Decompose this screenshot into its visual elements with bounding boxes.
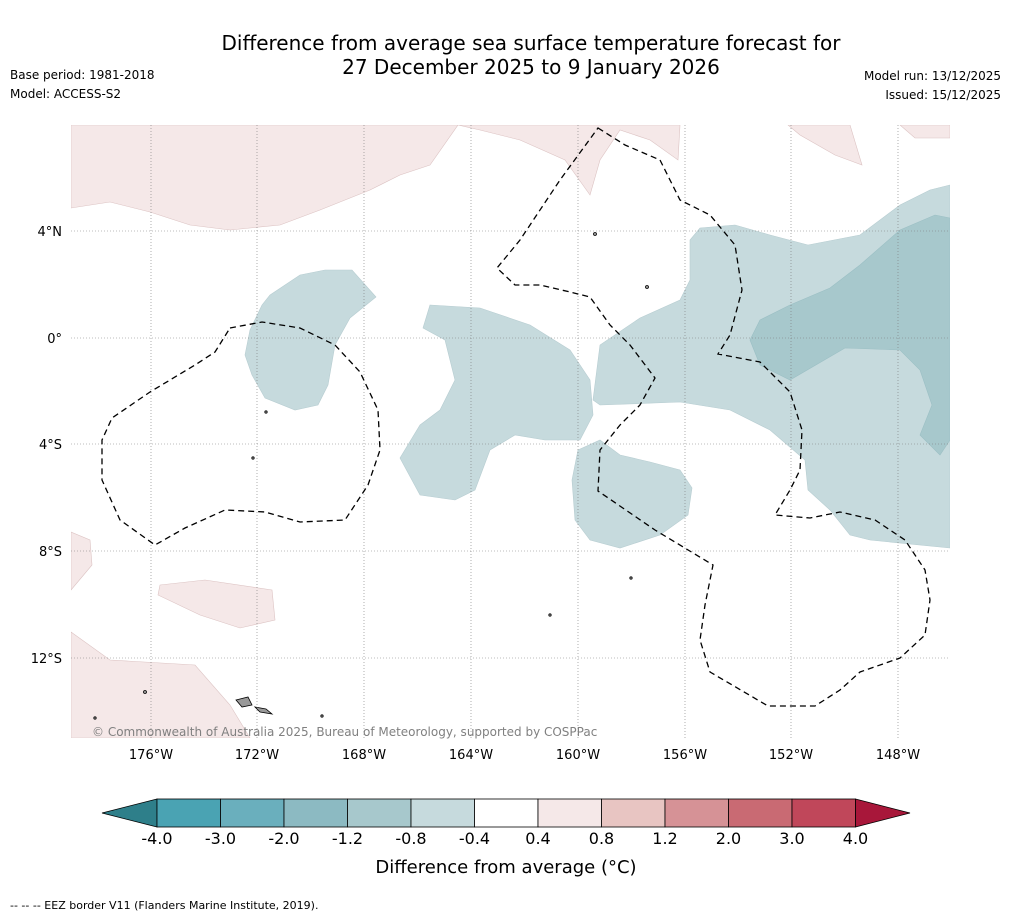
- warm-region-southwest-patch: [157, 579, 276, 629]
- cool-region-central: [399, 304, 594, 501]
- lon-tick-164W: 164°W: [449, 748, 493, 763]
- lat-tick-4N: 4°N: [38, 225, 63, 240]
- island-dot-4: [264, 410, 268, 414]
- colorbar-label: 0.8: [589, 829, 614, 848]
- island-dot-6: [629, 576, 633, 580]
- meta-left: Base period: 1981-2018 Model: ACCESS-S2: [10, 66, 155, 104]
- island-dot-5: [251, 456, 255, 460]
- warm-region-west-8S: [71, 531, 93, 591]
- lon-tick-176W: 176°W: [129, 748, 173, 763]
- eez-border-line-islands: [496, 127, 931, 707]
- island-dot-1: [143, 690, 147, 694]
- colorbar-segment: [220, 798, 285, 828]
- eez-border-tokelau: [101, 321, 381, 546]
- colorbar-label: -3.0: [205, 829, 236, 848]
- colorbar-segment: [410, 798, 475, 828]
- eez-legend-note: -- -- -- EEZ border V11 (Flanders Marine…: [10, 899, 319, 912]
- colorbar-label: 1.2: [652, 829, 677, 848]
- latitude-ticks: 4°N 0° 4°S 8°S 12°S: [31, 225, 62, 667]
- warm-region-north-central: [457, 125, 681, 196]
- lon-tick-152W: 152°W: [769, 748, 813, 763]
- cool-region-west: [244, 269, 377, 411]
- issued-date: Issued: 15/12/2025: [885, 88, 1001, 102]
- lon-tick-160W: 160°W: [556, 748, 600, 763]
- longitude-ticks: 176°W 172°W 168°W 164°W 160°W 156°W 152°…: [129, 748, 920, 763]
- island-dot-2: [593, 232, 597, 236]
- colorbar-segment: [664, 798, 729, 828]
- copyright-notice: © Commonwealth of Australia 2025, Bureau…: [92, 725, 597, 739]
- island-savaii: [253, 706, 274, 715]
- lon-tick-156W: 156°W: [663, 748, 707, 763]
- warm-region-south: [71, 631, 251, 738]
- colorbar-label: -1.2: [332, 829, 363, 848]
- lat-tick-4S: 4°S: [39, 438, 62, 453]
- colorbar-label: 0.4: [525, 829, 550, 848]
- model-run: Model run: 13/12/2025: [863, 69, 1001, 83]
- lon-tick-148W: 148°W: [876, 748, 920, 763]
- cool-region-south-central: [571, 439, 693, 549]
- colorbar-under-arrow: [101, 798, 158, 828]
- warm-region-north: [71, 125, 459, 231]
- map-panel: © Commonwealth of Australia 2025, Bureau…: [71, 125, 950, 739]
- lon-tick-168W: 168°W: [342, 748, 386, 763]
- title-line-2: 27 December 2025 to 9 January 2026: [342, 55, 720, 79]
- colorbar-label: -0.8: [395, 829, 426, 848]
- colorbar-label: 2.0: [716, 829, 741, 848]
- colorbar-segment: [791, 798, 856, 828]
- colorbar-label: -0.4: [459, 829, 490, 848]
- title-line-1: Difference from average sea surface temp…: [221, 31, 841, 55]
- colorbar-label: -4.0: [141, 829, 172, 848]
- islands: [93, 232, 649, 720]
- colorbar-segment: [474, 798, 539, 828]
- island-upolu: [235, 696, 253, 708]
- island-dot-3: [645, 285, 649, 289]
- colorbar-label: -2.0: [268, 829, 299, 848]
- lon-tick-172W: 172°W: [235, 748, 279, 763]
- island-dot-9: [320, 714, 324, 718]
- colorbar-segment: [601, 798, 666, 828]
- colorbar-over-arrow: [855, 798, 911, 828]
- warm-region-northeast: [787, 125, 863, 166]
- lat-tick-0: 0°: [47, 332, 62, 347]
- map-figure: © Commonwealth of Australia 2025, Bureau…: [31, 125, 950, 878]
- cool-anomaly-strong-region: [749, 214, 950, 456]
- colorbar-segment: [283, 798, 348, 828]
- eez-borders: [101, 127, 931, 707]
- meta-right: Model run: 13/12/2025 Issued: 15/12/2025: [864, 67, 1001, 105]
- colorbar-segment: [537, 798, 602, 828]
- chart-title: Difference from average sea surface temp…: [0, 31, 1011, 79]
- warm-anomaly-regions: [71, 125, 950, 738]
- colorbar-title: Difference from average (°C): [375, 857, 636, 878]
- warm-region-far-northeast: [899, 125, 950, 139]
- model-name: Model: ACCESS-S2: [10, 87, 122, 101]
- graticule: [71, 125, 950, 738]
- base-period: Base period: 1981-2018: [10, 68, 155, 82]
- colorbar-label: 4.0: [843, 829, 868, 848]
- colorbar-segment: [156, 798, 221, 828]
- lat-tick-12S: 12°S: [31, 652, 62, 667]
- colorbar: -4.0 -3.0 -2.0 -1.2 -0.8 -0.4 0.4 0.8 1.…: [101, 798, 911, 878]
- colorbar-segment: [347, 798, 412, 828]
- island-dot-8: [93, 716, 97, 720]
- colorbar-label: 3.0: [779, 829, 804, 848]
- island-dot-7: [548, 613, 552, 617]
- lat-tick-8S: 8°S: [39, 545, 62, 560]
- colorbar-segment: [728, 798, 793, 828]
